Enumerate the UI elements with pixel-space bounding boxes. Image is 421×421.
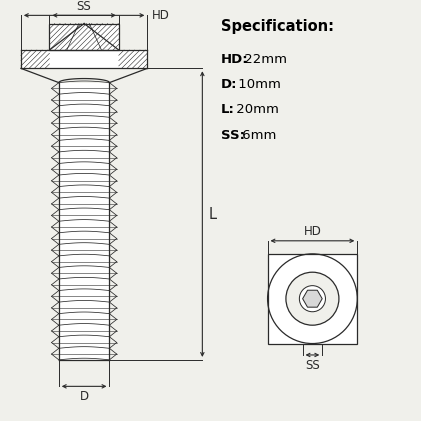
Text: D: D <box>80 390 89 403</box>
Text: HD: HD <box>304 224 321 237</box>
Text: 20mm: 20mm <box>232 104 279 117</box>
Bar <box>21 50 147 68</box>
Text: 6mm: 6mm <box>238 129 276 142</box>
Circle shape <box>299 286 325 312</box>
Text: D:: D: <box>221 78 237 91</box>
Bar <box>50 24 119 50</box>
Bar <box>59 83 109 360</box>
Text: 10mm: 10mm <box>234 78 281 91</box>
Text: SS: SS <box>77 0 91 13</box>
Circle shape <box>286 272 339 325</box>
Text: Specification:: Specification: <box>221 19 334 35</box>
Text: SS:: SS: <box>221 129 245 142</box>
Text: 22mm: 22mm <box>240 53 287 66</box>
Polygon shape <box>303 290 322 307</box>
Text: SS: SS <box>305 359 320 372</box>
Text: HD: HD <box>152 9 170 22</box>
Text: L:: L: <box>221 104 234 117</box>
Bar <box>268 254 357 344</box>
Text: HD:: HD: <box>221 53 248 66</box>
Text: L: L <box>208 207 216 221</box>
Bar <box>50 24 119 50</box>
